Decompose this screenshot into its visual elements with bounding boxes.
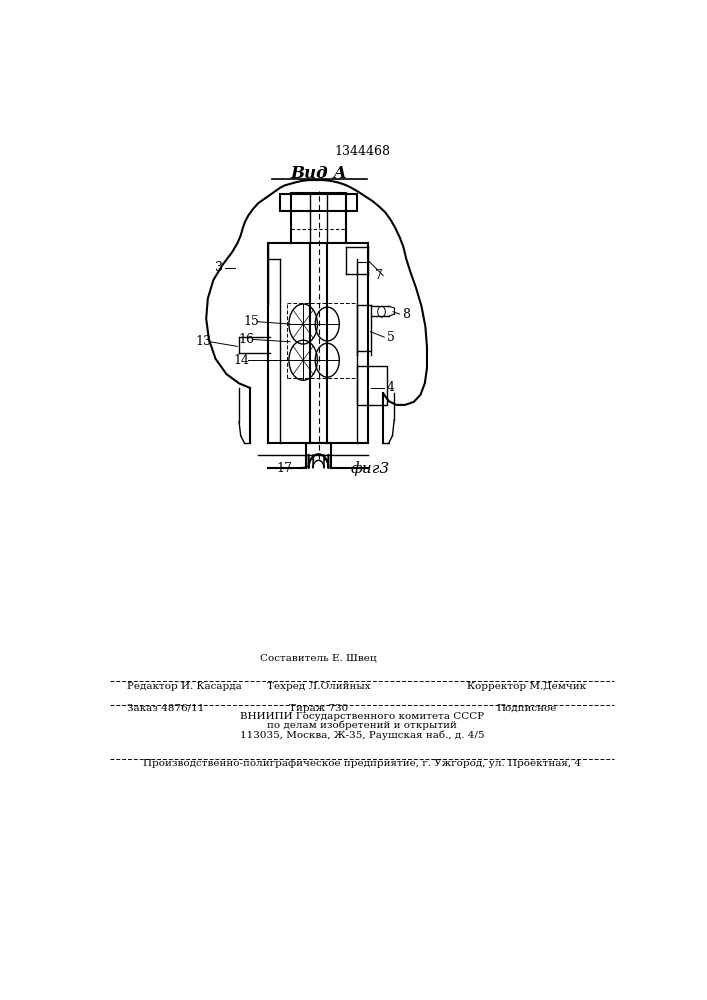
- Text: 14: 14: [234, 354, 250, 367]
- Text: 3: 3: [215, 261, 223, 274]
- Text: 16: 16: [238, 333, 255, 346]
- Text: Редактор И. Касарда: Редактор И. Касарда: [127, 682, 242, 691]
- Text: Производственно-полиграфическое предприятие, г. Ужгород, ул. Проектная, 4: Производственно-полиграфическое предприя…: [144, 759, 581, 768]
- Bar: [280, 194, 357, 211]
- Bar: [357, 366, 387, 405]
- Text: Подписное: Подписное: [496, 704, 557, 713]
- Text: 113035, Москва, Ж-35, Раушская наб., д. 4/5: 113035, Москва, Ж-35, Раушская наб., д. …: [240, 730, 484, 740]
- Text: Тираж 730: Тираж 730: [289, 704, 348, 713]
- Text: 17: 17: [276, 462, 293, 475]
- Text: Корректор М.Демчик: Корректор М.Демчик: [467, 682, 586, 691]
- Text: 8: 8: [402, 308, 410, 321]
- Text: по делам изобретений и открытий: по делам изобретений и открытий: [267, 720, 457, 730]
- Text: 13: 13: [195, 335, 211, 348]
- Text: Техред Л.Олийных: Техред Л.Олийных: [267, 682, 370, 691]
- Bar: [291, 193, 346, 243]
- Text: Составитель Е. Швец: Составитель Е. Швец: [260, 653, 377, 662]
- Text: 4: 4: [387, 381, 395, 394]
- Text: 5: 5: [387, 331, 395, 344]
- Text: Вид А: Вид А: [290, 165, 347, 182]
- Text: 15: 15: [244, 315, 259, 328]
- Text: 7: 7: [375, 269, 382, 282]
- Text: фиг3: фиг3: [350, 461, 390, 476]
- Text: ВНИИПИ Государственного комитета СССР: ВНИИПИ Государственного комитета СССР: [240, 712, 484, 721]
- Text: Заказ 4876/11: Заказ 4876/11: [127, 704, 204, 713]
- Text: 1344468: 1344468: [334, 145, 390, 158]
